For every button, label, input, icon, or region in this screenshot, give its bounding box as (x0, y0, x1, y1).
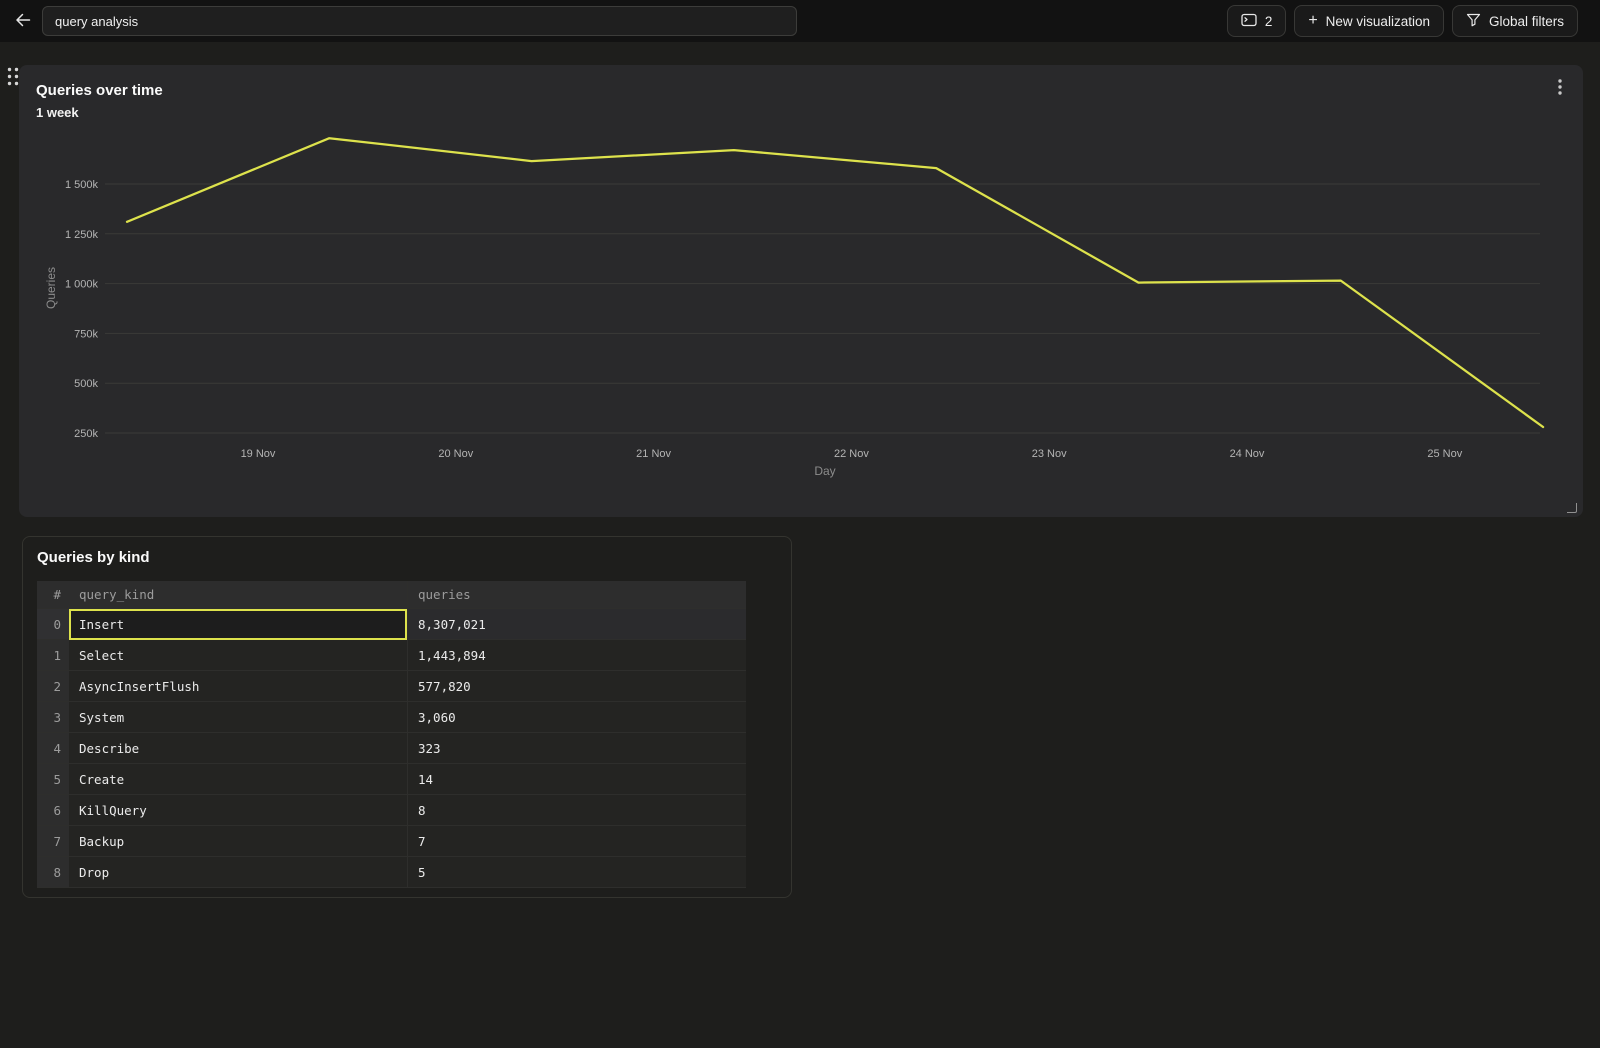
back-button[interactable] (8, 6, 38, 36)
queries-cell[interactable]: 3,060 (407, 702, 746, 733)
queries-cell[interactable]: 8 (407, 795, 746, 826)
row-index-cell[interactable]: 5 (37, 764, 69, 795)
plus-icon: + (1308, 11, 1318, 29)
new-visualization-label: New visualization (1325, 13, 1430, 29)
queries-cell[interactable]: 1,443,894 (407, 640, 746, 671)
table-row: 3 System 3,060 (37, 702, 746, 733)
query-kind-cell[interactable]: Create (69, 764, 407, 795)
queries-by-kind-table: # query_kind queries 0 Insert 8,307,021 1 Se… (37, 581, 746, 888)
row-index-cell[interactable]: 4 (37, 733, 69, 764)
row-index-cell[interactable]: 1 (37, 640, 69, 671)
x-tick-label: 22 Nov (834, 448, 869, 460)
chart-canvas[interactable]: 250k 500k 750k 1 000k 1 250k 1 500k 19 Nov 20 N… (35, 128, 1565, 498)
queries-line (125, 137, 1545, 429)
queries-cell[interactable]: 8,307,021 (407, 609, 746, 640)
topbar: 2 + New visualization Global filters (0, 0, 1600, 42)
table-row: 8 Drop 5 (37, 857, 746, 888)
x-tick-label: 20 Nov (438, 448, 473, 460)
topbar-actions: 2 + New visualization Global filters (1226, 5, 1578, 37)
row-index-cell[interactable]: 3 (37, 702, 69, 733)
panel-drag-handle-icon[interactable] (6, 66, 22, 88)
queries-cell[interactable]: 577,820 (407, 671, 746, 702)
query-kind-cell[interactable]: AsyncInsertFlush (69, 671, 407, 702)
x-tick-label: 19 Nov (241, 448, 276, 460)
header-query-kind-cell: query_kind (69, 581, 407, 609)
row-index-cell[interactable]: 6 (37, 795, 69, 826)
query-kind-cell[interactable]: Select (69, 640, 407, 671)
y-tick-label: 1 500k (65, 179, 99, 191)
query-kind-cell[interactable]: Describe (69, 733, 407, 764)
kebab-menu-icon (1558, 78, 1562, 98)
queries-cell[interactable]: 5 (407, 857, 746, 888)
row-index-cell[interactable]: 7 (37, 826, 69, 857)
query-kind-cell[interactable]: Backup (69, 826, 407, 857)
global-filters-button[interactable]: Global filters (1451, 5, 1578, 37)
global-filters-label: Global filters (1488, 13, 1564, 29)
x-axis-title: Day (814, 464, 835, 478)
query-kind-cell[interactable]: KillQuery (69, 795, 407, 826)
funnel-icon (1466, 13, 1481, 30)
chart-panel-subtitle: 1 week (36, 105, 79, 120)
table-row: 4 Describe 323 (37, 733, 746, 764)
table-panel-title: Queries by kind (37, 549, 150, 566)
dashboard-name-input[interactable] (42, 6, 797, 36)
queries-chart-svg: 250k 500k 750k 1 000k 1 250k 1 500k 19 Nov 20 N… (44, 137, 1545, 478)
queries-cell[interactable]: 323 (407, 733, 746, 764)
header-queries-cell: queries (407, 581, 746, 609)
y-tick-label: 1 250k (65, 229, 99, 241)
queries-cell[interactable]: 7 (407, 826, 746, 857)
y-tick-label: 500k (74, 378, 98, 390)
table-row: 6 KillQuery 8 (37, 795, 746, 826)
x-tick-label: 25 Nov (1427, 448, 1462, 460)
console-window-icon (1241, 13, 1257, 30)
x-tick-label: 21 Nov (636, 448, 671, 460)
arrow-left-icon (15, 12, 31, 31)
x-tick-label: 23 Nov (1032, 448, 1067, 460)
visualizations-count: 2 (1264, 13, 1273, 29)
chart-panel-title: Queries over time (36, 82, 163, 99)
queries-cell[interactable]: 14 (407, 764, 746, 795)
row-index-cell[interactable]: 2 (37, 671, 69, 702)
query-kind-cell[interactable]: Insert (69, 609, 407, 640)
row-index-cell[interactable]: 8 (37, 857, 69, 888)
queries-by-kind-panel: Queries by kind # query_kind queries 0 In… (22, 536, 792, 898)
y-axis-title: Queries (44, 267, 58, 309)
panel-menu-button[interactable] (1551, 77, 1569, 99)
table-row: 1 Select 1,443,894 (37, 640, 746, 671)
visualizations-count-button[interactable]: 2 (1226, 5, 1287, 37)
new-visualization-button[interactable]: + New visualization (1294, 5, 1444, 37)
panel-resize-handle[interactable] (1567, 503, 1577, 513)
row-index-cell[interactable]: 0 (37, 609, 69, 640)
table-row: 0 Insert 8,307,021 (37, 609, 746, 640)
table-row: 2 AsyncInsertFlush 577,820 (37, 671, 746, 702)
query-kind-cell[interactable]: Drop (69, 857, 407, 888)
header-index-cell: # (37, 581, 69, 609)
table-row: 7 Backup 7 (37, 826, 746, 857)
table-body: 0 Insert 8,307,021 1 Select 1,443,894 2 AsyncIn… (37, 609, 746, 888)
x-tick-label: 24 Nov (1230, 448, 1265, 460)
query-kind-cell[interactable]: System (69, 702, 407, 733)
y-tick-label: 1 000k (65, 279, 99, 291)
table-header-row: # query_kind queries (37, 581, 746, 609)
y-tick-label: 250k (74, 428, 98, 440)
queries-over-time-panel: Queries over time 1 week 250k 500k 750k 1 0… (19, 65, 1583, 517)
table-row: 5 Create 14 (37, 764, 746, 795)
y-tick-label: 750k (74, 328, 98, 340)
